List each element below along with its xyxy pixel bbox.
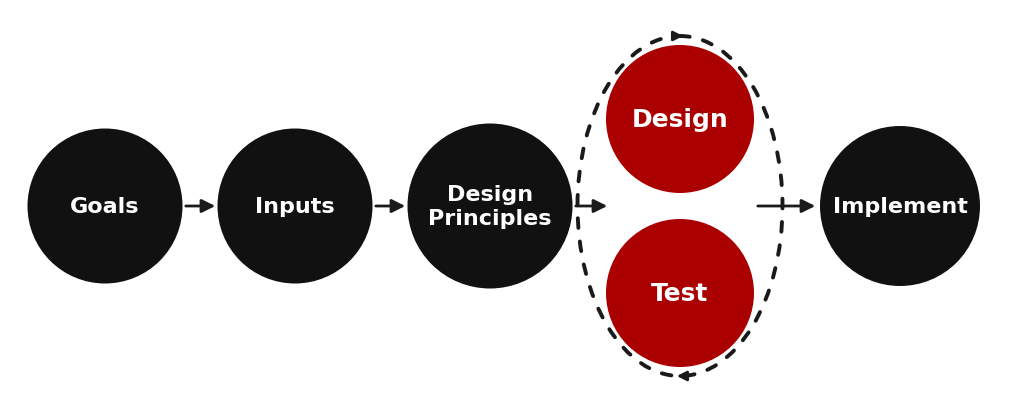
- Text: Design: Design: [632, 108, 728, 132]
- Ellipse shape: [606, 46, 754, 194]
- Ellipse shape: [820, 127, 980, 286]
- Text: Goals: Goals: [71, 197, 139, 216]
- Ellipse shape: [408, 124, 572, 289]
- Ellipse shape: [606, 219, 754, 367]
- Text: Implement: Implement: [833, 197, 968, 216]
- Text: Design
Principles: Design Principles: [428, 184, 552, 229]
- Ellipse shape: [28, 129, 182, 284]
- Text: Test: Test: [651, 281, 709, 305]
- Ellipse shape: [217, 129, 373, 284]
- Text: Inputs: Inputs: [255, 197, 335, 216]
